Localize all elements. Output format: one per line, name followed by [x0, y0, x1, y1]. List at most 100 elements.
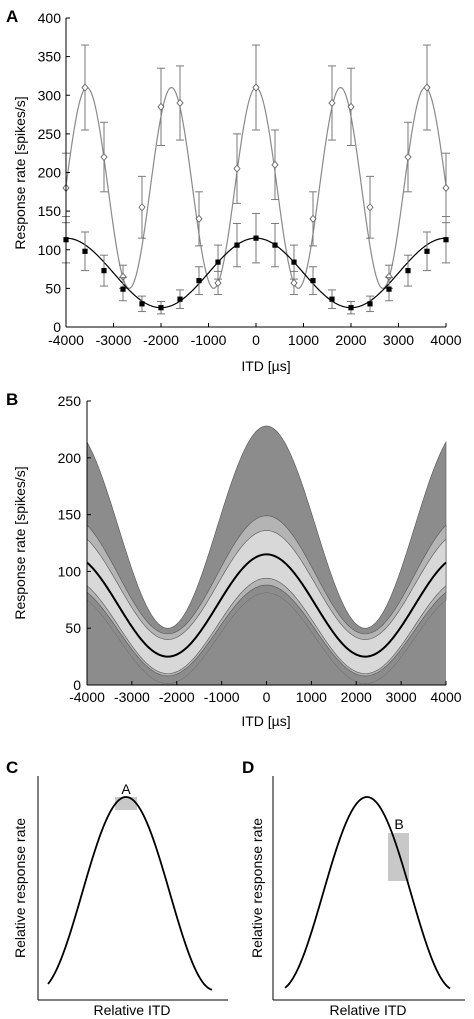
panel-a-series-2-point [329, 296, 335, 302]
panel-a-y-tick-label: 300 [38, 87, 62, 103]
panel-a-series-1-point [233, 164, 241, 173]
panel-b-plot [86, 425, 447, 685]
panel-a-series-2-point [234, 242, 240, 248]
panel-a-series-1-point [252, 83, 260, 92]
panel-a-series-1-point [157, 102, 165, 112]
panel-a-series-1-point [309, 214, 317, 224]
panel-b-x-tick-label: 3000 [386, 689, 417, 705]
panel-a-axes: 0 50 100 150 200 250 300 350 400 -4000 -3000 -2000-… [38, 10, 462, 348]
panel-a-x-tick-label: -3000 [96, 332, 132, 348]
panel-b-y-tick-label: 250 [58, 393, 82, 409]
panel-b-x-tick-label: -2000 [159, 689, 195, 705]
panel-a-plot [62, 44, 450, 315]
panel-b-y-tick-label: 50 [65, 620, 81, 636]
panel-a-series-2-point [386, 286, 392, 292]
panel-a-series-1-point [271, 160, 279, 169]
panel-b-x-tick-label: 4000 [430, 689, 461, 705]
panel-a: 0 50 100 150 200 250 300 350 400 -4000 -3000 -2000-… [12, 10, 462, 374]
panel-a-y-tick-label: 150 [38, 203, 62, 219]
panel-a-x-tick-label: 0 [252, 332, 260, 348]
panel-a-series-2-point [405, 268, 411, 274]
panel-b-mean-line [86, 553, 447, 658]
panel-a-series-2-point [443, 237, 449, 243]
panel-letter-a: A [6, 7, 18, 26]
panel-a-series-2-point [82, 248, 88, 254]
panel-c: A Relative ITD Relative response rate [12, 776, 228, 1018]
panel-b-x-tick-label: -3000 [114, 689, 150, 705]
panel-a-series-2-point [348, 305, 354, 311]
panel-d-curve [284, 796, 451, 990]
panel-a-x-tick-label: -1000 [191, 332, 227, 348]
panel-a-y-tick-label: 350 [38, 49, 62, 65]
panel-c-highlight-label: A [121, 781, 131, 797]
panel-c-x-label: Relative ITD [93, 1002, 170, 1018]
panel-a-series-1-point [442, 183, 450, 193]
panel-a-series-1-point [347, 102, 355, 112]
panel-c-y-label: Relative response rate [12, 818, 28, 958]
panel-a-series-1-point [366, 203, 374, 212]
panel-a-series-2-point [367, 301, 373, 307]
panel-b-y-tick-label: 150 [58, 507, 82, 523]
panel-a-series-2-point [253, 235, 259, 241]
panel-a-series-2-point [139, 301, 145, 307]
panel-c-curve [47, 796, 213, 991]
panel-a-y-tick-label: 200 [38, 165, 62, 181]
panel-b-band-mid [86, 515, 447, 677]
panel-c-highlight-box [115, 797, 137, 810]
panel-b-y-tick-label: 200 [58, 450, 82, 466]
panel-b-x-tick-label: 2000 [341, 689, 372, 705]
panel-a-series-1-point [195, 214, 203, 224]
panel-a-x-tick-label: -4000 [48, 332, 84, 348]
panel-a-series-1-point [100, 152, 108, 162]
panel-a-series-1-point [176, 98, 184, 108]
panel-a-series-2-point [101, 268, 107, 274]
panel-a-x-tick-label: 4000 [430, 332, 461, 348]
panel-b-y-tick-label: 100 [58, 563, 82, 579]
panel-b-axes: 0 50 100 150 200 250 -4000 -3000 -2000 -1000 0 1000… [58, 393, 462, 705]
panel-a-x-tick-label: -2000 [143, 332, 179, 348]
panel-b-x-tick-label: 0 [263, 689, 271, 705]
panel-a-series-1-point [81, 83, 89, 92]
panel-a-series-2-point [424, 248, 430, 254]
panel-a-series-2-point [272, 242, 278, 248]
panel-b-y-tick-label: 0 [73, 677, 81, 693]
panel-d: B Relative ITD Relative response rate [249, 776, 465, 1018]
panel-d-x-label: Relative ITD [329, 1002, 406, 1018]
panel-b-band-floor [87, 592, 446, 685]
panel-a-series-2-point [310, 278, 316, 284]
panel-a-y-tick-label: 50 [45, 280, 61, 296]
panel-a-series-2-point [120, 286, 126, 292]
panel-a-series-2-point [196, 278, 202, 284]
panel-a-y-tick-label: 250 [38, 126, 62, 142]
panel-b-y-label: Response rate [spikes/s] [12, 466, 28, 619]
panel-a-x-tick-label: 2000 [335, 332, 366, 348]
panel-a-series-1-point [404, 152, 412, 162]
panel-b-x-tick-label: -4000 [69, 689, 105, 705]
panel-b-x-tick-label: 1000 [296, 689, 327, 705]
panel-a-series-1-point [138, 203, 146, 212]
panel-a-x-label: ITD [µs] [241, 358, 290, 374]
panel-a-series-1-point [423, 83, 431, 92]
panel-a-y-tick-label: 400 [38, 10, 62, 26]
panel-letter-d: D [242, 758, 254, 777]
panel-d-highlight-label: B [394, 816, 403, 832]
panel-a-series-2-point [215, 259, 221, 265]
panel-letter-b: B [6, 390, 18, 409]
panel-a-x-tick-label: 1000 [288, 332, 319, 348]
panel-b-x-label: ITD [µs] [241, 713, 290, 729]
panel-a-series-2-point [291, 259, 297, 265]
panel-b-band-light [86, 530, 447, 674]
panel-d-y-label: Relative response rate [249, 818, 265, 958]
panel-letter-c: C [6, 758, 18, 777]
panel-a-x-tick-label: 3000 [383, 332, 414, 348]
panel-a-series-2-point [177, 296, 183, 302]
panel-b: 0 50 100 150 200 250 -4000 -3000 -2000 -1000 0 1000… [12, 393, 462, 729]
panel-a-series-1-point [290, 278, 298, 288]
panel-a-series-1-point [214, 278, 222, 288]
panel-a-y-tick-label: 0 [53, 319, 61, 335]
panel-b-x-tick-label: -1000 [204, 689, 240, 705]
panel-a-series-1-point [328, 98, 336, 108]
panel-a-y-tick-label: 100 [38, 242, 62, 258]
panel-a-y-label: Response rate [spikes/s] [12, 96, 28, 249]
